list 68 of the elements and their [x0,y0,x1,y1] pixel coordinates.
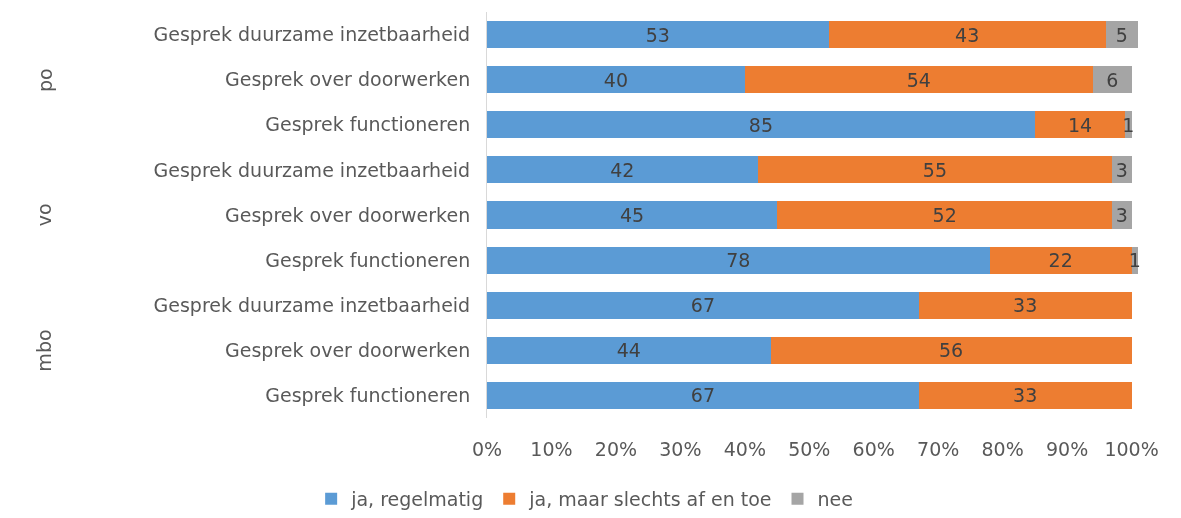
data-label: 52 [932,204,957,226]
y-tick-label: Gesprek duurzame inzetbaarheid [153,293,471,316]
bar [1092,66,1132,94]
data-label: 3 [1115,158,1128,181]
y-tick-label: Gesprek functioneren [265,384,471,407]
data-label: 67 [690,294,716,317]
data-label: 44 [616,339,641,362]
y-tick-label: Gesprek over doorwerken [225,68,471,91]
bar [757,156,1113,184]
data-label: 3 [1115,204,1128,226]
y-tick-label: Gesprek over doorwerken [225,338,471,361]
bar [777,201,1113,229]
bar [989,246,1132,274]
data-label: 85 [748,113,774,136]
x-tick-label: 70% [917,438,960,460]
data-label: 78 [726,249,751,272]
x-tick-label: 40% [723,438,766,460]
data-label: 53 [645,23,670,46]
bar [487,381,919,409]
bar [1034,111,1126,139]
bar [828,21,1106,49]
data-label: 33 [1013,384,1038,407]
x-tick-label: 60% [852,438,895,460]
data-label: 40 [603,68,628,91]
bar [918,291,1132,319]
data-label: 56 [938,339,964,362]
y-tick-label: Gesprek over doorwerken [225,203,471,226]
legend-label: ja, maar slechts af en toe [528,488,772,511]
data-label: 45 [619,204,645,226]
x-tick-label: 100% [1104,438,1159,460]
data-label: 22 [1048,249,1073,272]
text: po [33,68,56,92]
data-label: 33 [1013,294,1038,317]
x-tick-label: 20% [594,438,638,460]
x-tick-label: 80% [981,438,1024,460]
bar [487,66,745,94]
y-tick-label: Gesprek functioneren [265,248,471,271]
data-label: 6 [1106,68,1119,91]
bar [487,291,919,319]
data-label: 67 [690,384,716,407]
data-label: 14 [1067,113,1093,136]
x-tick-label: 90% [1045,438,1089,460]
bar [487,201,778,229]
x-tick-label: 50% [788,438,831,460]
x-tick-label: 0% [471,438,503,460]
bar [1105,21,1138,49]
bar [487,246,990,274]
data-label: 54 [906,68,931,91]
data-label: 42 [610,158,635,181]
y-tick-label: Gesprek duurzame inzetbaarheid [153,23,471,46]
bar [918,381,1132,409]
data-label: 43 [955,23,980,46]
bar [770,336,1132,364]
x-tick-label: 30% [659,438,702,460]
text: vo [33,203,56,227]
data-label: 5 [1115,23,1128,46]
x-tick-label: 10% [530,438,573,460]
text: mbo [32,329,55,372]
bar [487,336,771,364]
bar [487,21,829,49]
bar [487,156,758,184]
legend-label: ja, regelmatig [350,488,484,511]
y-tick-label: Gesprek functioneren [265,113,471,136]
legend-label: nee [817,488,853,511]
data-label: 55 [922,158,948,181]
bar [487,111,1035,139]
y-tick-label: Gesprek duurzame inzetbaarheid [153,158,471,181]
bar [744,66,1093,94]
